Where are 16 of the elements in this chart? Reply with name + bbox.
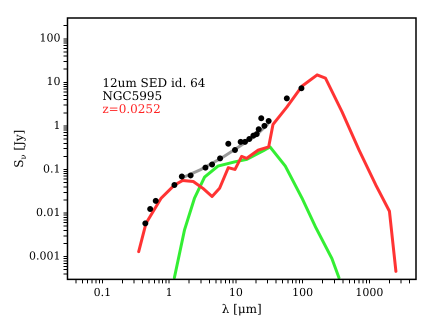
x-tick-label: 0.1 — [94, 286, 112, 299]
x-tick-label: 10 — [228, 286, 243, 299]
y-axis-title: Sν [Jy] — [12, 130, 28, 168]
annotation: 12um SED id. 64 — [102, 76, 206, 90]
x-tick-label: 1000 — [355, 286, 384, 299]
y-tick-label: 0.1 — [42, 162, 60, 176]
x-tick-label: 1 — [166, 286, 173, 299]
y-tick-label: 0.01 — [36, 206, 60, 219]
annotation: NGC5995 — [102, 89, 162, 104]
x-tick-label: 100 — [292, 286, 314, 299]
y-tick-label: 1 — [53, 118, 60, 132]
y-tick-label: 100 — [39, 32, 60, 45]
y-tick-label: 10 — [46, 75, 60, 88]
annotation: z=0.0252 — [102, 102, 161, 116]
y-tick-label: 0.001 — [28, 249, 60, 262]
x-axis-title: λ [μm] — [222, 302, 262, 316]
